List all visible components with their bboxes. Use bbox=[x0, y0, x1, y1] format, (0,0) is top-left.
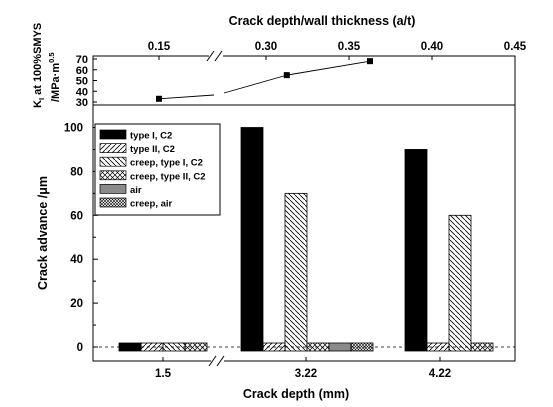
legend-label: creep, type I, C2 bbox=[130, 158, 203, 169]
bottom-y-axis: 0 20 40 60 80 100 bbox=[64, 123, 98, 354]
bar bbox=[140, 342, 164, 352]
bar bbox=[162, 342, 186, 352]
axis-break-mark bbox=[216, 355, 225, 367]
legend-swatch bbox=[99, 143, 127, 153]
axis-break-gap bbox=[209, 53, 223, 59]
axis-break-mark bbox=[208, 355, 217, 367]
bar bbox=[118, 342, 142, 352]
legend-label: type I, C2 bbox=[130, 131, 172, 142]
bottom-axis-break bbox=[208, 355, 225, 367]
top-x-tick-label: 0.40 bbox=[421, 41, 443, 53]
legend-label: creep, air bbox=[130, 199, 173, 210]
legend-swatch bbox=[99, 197, 127, 208]
legend-swatch bbox=[99, 129, 127, 140]
top-y-axis-title: KI at 100%SMYS bbox=[32, 23, 46, 108]
top-y-tick-label: 30 bbox=[76, 97, 88, 109]
legend-swatch bbox=[99, 156, 127, 167]
top-y-axis-unit: /MPa·m0.5 bbox=[47, 52, 62, 102]
bar bbox=[404, 149, 428, 352]
bar bbox=[426, 342, 450, 352]
legend-label: creep, type II, C2 bbox=[130, 171, 206, 182]
bottom-y-axis-title: Crack advance /μm bbox=[36, 176, 50, 290]
bar bbox=[284, 192, 308, 352]
top-series-point bbox=[156, 95, 162, 102]
bottom-x-tick-label: 3.22 bbox=[295, 368, 317, 380]
bar bbox=[306, 342, 330, 352]
top-y-tick-label: 70 bbox=[76, 54, 88, 66]
bottom-x-axis: 1.5 3.22 4.22 bbox=[155, 357, 451, 380]
axis-break-mark bbox=[206, 50, 215, 62]
bottom-x-tick-label: 4.22 bbox=[429, 368, 451, 380]
top-series-point bbox=[283, 72, 290, 79]
legend: type I, C2 type II, C2 creep, type I, C2 cr… bbox=[94, 123, 221, 216]
top-series bbox=[156, 58, 373, 102]
top-x-tick-label: 0.35 bbox=[338, 41, 361, 53]
top-series-point bbox=[367, 58, 373, 65]
top-y-tick-label: 50 bbox=[76, 76, 88, 88]
top-x-axis-ticks: 0.15 0.30 0.35 0.40 0.45 bbox=[148, 41, 527, 60]
bar bbox=[184, 342, 208, 352]
top-x-tick-label: 0.15 bbox=[148, 41, 171, 53]
legend-label: type II, C2 bbox=[130, 144, 175, 155]
bottom-plot-frame bbox=[92, 104, 516, 362]
top-x-tick-label: 0.45 bbox=[504, 41, 527, 53]
top-series-line bbox=[223, 74, 287, 94]
bar bbox=[350, 342, 374, 352]
bottom-x-tick-label: 1.5 bbox=[155, 368, 172, 380]
bar bbox=[448, 214, 472, 352]
legend-swatch bbox=[99, 170, 127, 181]
top-series-line bbox=[158, 94, 215, 100]
axis-break-gap bbox=[211, 358, 224, 364]
bar bbox=[470, 342, 494, 352]
legend-swatch bbox=[99, 184, 127, 194]
bottom-y-tick-label: 40 bbox=[70, 254, 83, 266]
top-x-axis-title: Crack depth/wall thickness (a/t) bbox=[229, 14, 416, 28]
axis-break-mark bbox=[214, 50, 223, 62]
bars bbox=[118, 127, 494, 352]
bottom-y-tick-label: 0 bbox=[77, 342, 83, 354]
bar bbox=[328, 342, 352, 352]
top-axis-break bbox=[206, 50, 223, 62]
bottom-y-tick-label: 80 bbox=[70, 166, 83, 178]
top-y-tick-label: 60 bbox=[76, 65, 88, 77]
bottom-y-tick-label: 20 bbox=[70, 298, 83, 310]
bottom-x-axis-title: Crack depth (mm) bbox=[243, 387, 349, 401]
bar bbox=[240, 127, 264, 352]
bottom-y-tick-label: 100 bbox=[64, 123, 83, 135]
bar bbox=[262, 342, 286, 352]
top-series-line bbox=[286, 60, 371, 76]
legend-label: air bbox=[130, 185, 142, 196]
top-y-tick-label: 40 bbox=[76, 86, 88, 98]
bottom-y-tick-label: 60 bbox=[70, 210, 83, 222]
top-x-tick-label: 0.30 bbox=[255, 41, 277, 53]
